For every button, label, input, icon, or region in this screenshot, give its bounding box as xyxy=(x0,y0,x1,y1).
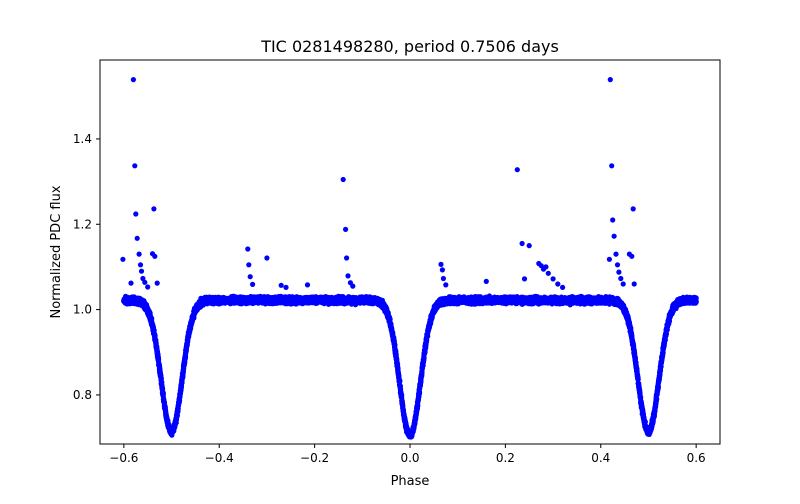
data-point xyxy=(158,375,164,381)
data-point xyxy=(397,378,403,384)
light-curve-points xyxy=(121,293,699,440)
data-point xyxy=(179,380,185,386)
data-point xyxy=(152,333,158,339)
data-point xyxy=(149,315,155,321)
data-point xyxy=(191,315,197,321)
data-point xyxy=(156,356,162,363)
data-point xyxy=(182,355,189,361)
data-point xyxy=(399,392,405,399)
data-point xyxy=(180,369,186,375)
data-point xyxy=(180,374,186,380)
data-layer xyxy=(120,77,699,440)
